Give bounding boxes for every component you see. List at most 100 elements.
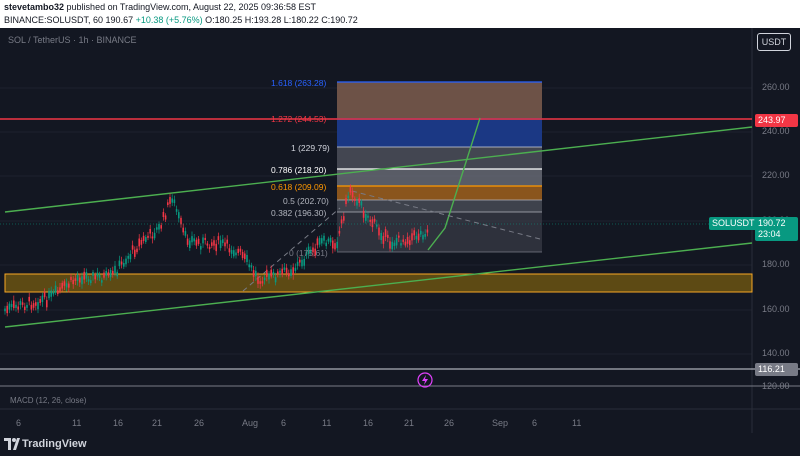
candlesticks <box>4 184 429 317</box>
symbol-info-line: BINANCE:SOLUSDT, 60 190.67 +10.38 (+5.76… <box>4 15 358 25</box>
candle-body <box>6 305 8 314</box>
candle-body <box>351 191 354 198</box>
candle-body <box>28 296 30 302</box>
publish-info: stevetambo32 published on TradingView.co… <box>4 2 316 12</box>
fib-level-label: 0.382 (196.30) <box>271 208 327 218</box>
candle-body <box>283 267 286 270</box>
candle-body <box>380 232 382 241</box>
candle-body <box>268 273 270 280</box>
candle-body <box>19 301 22 306</box>
candle-body <box>316 238 319 246</box>
candle-body <box>147 235 149 238</box>
candle-body <box>211 242 213 246</box>
candle-body <box>266 269 268 277</box>
candle-body <box>250 265 253 268</box>
candle-body <box>382 236 385 244</box>
candle-body <box>50 290 52 297</box>
candle-body <box>272 271 275 275</box>
candle-body <box>294 267 297 271</box>
author-name[interactable]: stevetambo32 <box>4 2 65 12</box>
candle-body <box>206 243 209 246</box>
time-axis-label: 16 <box>113 418 124 428</box>
candle-body <box>39 299 41 303</box>
candle-body <box>299 259 301 263</box>
price-axis-label: 160.00 <box>762 304 790 314</box>
candle-body <box>310 249 312 254</box>
last-price-value: 190.72 <box>758 218 786 228</box>
candle-body <box>26 305 28 308</box>
candle-body <box>378 227 380 236</box>
candle-body <box>59 287 61 292</box>
candle-body <box>233 250 235 257</box>
candle-body <box>277 271 279 275</box>
candle-body <box>134 249 136 257</box>
candle-body <box>81 276 83 285</box>
candle-body <box>303 258 305 266</box>
last-price-tag: 190.72 23:04 <box>755 217 798 241</box>
candle-body <box>105 270 107 276</box>
alert-lightning-icon[interactable] <box>417 372 433 388</box>
fib-retracement[interactable] <box>337 81 542 253</box>
time-axis-label: 6 <box>532 418 538 428</box>
candle-body <box>87 279 90 282</box>
candle-body <box>422 235 424 240</box>
candle-body <box>156 227 158 230</box>
candle-body <box>246 254 248 263</box>
candle-body <box>318 238 321 245</box>
candle-body <box>343 216 345 221</box>
candle-body <box>169 197 171 204</box>
candle-body <box>103 272 105 278</box>
bar-countdown: 23:04 <box>758 229 781 239</box>
candle-body <box>85 271 88 279</box>
candle-body <box>402 239 404 242</box>
candle-body <box>17 306 19 310</box>
tradingview-logo-text[interactable]: TradingView <box>22 438 87 450</box>
projection-line <box>427 117 481 251</box>
candle-body <box>149 228 151 234</box>
price-axis-label: 140.00 <box>762 348 790 358</box>
currency-button[interactable]: USDT <box>757 33 791 51</box>
candle-body <box>127 255 129 259</box>
candle-body <box>415 235 418 240</box>
candle-body <box>417 233 420 241</box>
candle-body <box>15 304 17 308</box>
support-zone <box>4 273 753 293</box>
candle-body <box>24 306 26 311</box>
time-axis-label: 6 <box>281 418 287 428</box>
candle-body <box>195 239 198 246</box>
candle-body <box>197 238 200 244</box>
candle-body <box>202 237 204 244</box>
candle-body <box>79 277 81 283</box>
candle-body <box>162 212 165 217</box>
candle-body <box>279 270 281 273</box>
candle-body <box>409 240 411 246</box>
price-chart[interactable] <box>0 28 800 433</box>
candle-body <box>125 258 127 265</box>
candle-body <box>358 198 360 203</box>
candle-body <box>8 303 11 310</box>
candle-body <box>52 291 55 295</box>
tradingview-logo-icon <box>4 438 20 450</box>
candle-body <box>138 238 140 247</box>
candle-body <box>74 278 77 282</box>
candle-body <box>4 308 6 312</box>
candle-body <box>404 241 407 246</box>
candle-body <box>94 274 96 280</box>
time-axis-label: 16 <box>363 418 374 428</box>
symbol-price-tag: SOLUSDT <box>709 217 758 230</box>
candle-body <box>398 235 400 238</box>
publish-date: published on TradingView.com, August 22,… <box>66 2 317 12</box>
candle-body <box>384 229 387 237</box>
candle-body <box>257 276 259 284</box>
candle-body <box>186 238 189 245</box>
candle-body <box>160 225 162 229</box>
lower-trend-line <box>4 242 753 328</box>
candle-body <box>208 246 211 250</box>
candle-body <box>32 303 35 308</box>
candle-body <box>255 270 257 277</box>
time-axis-label: 21 <box>404 418 415 428</box>
macd-indicator-label[interactable]: MACD (12, 26, close) <box>10 396 87 405</box>
candle-body <box>261 281 264 284</box>
candle-body <box>338 230 341 234</box>
candle-body <box>411 233 413 241</box>
